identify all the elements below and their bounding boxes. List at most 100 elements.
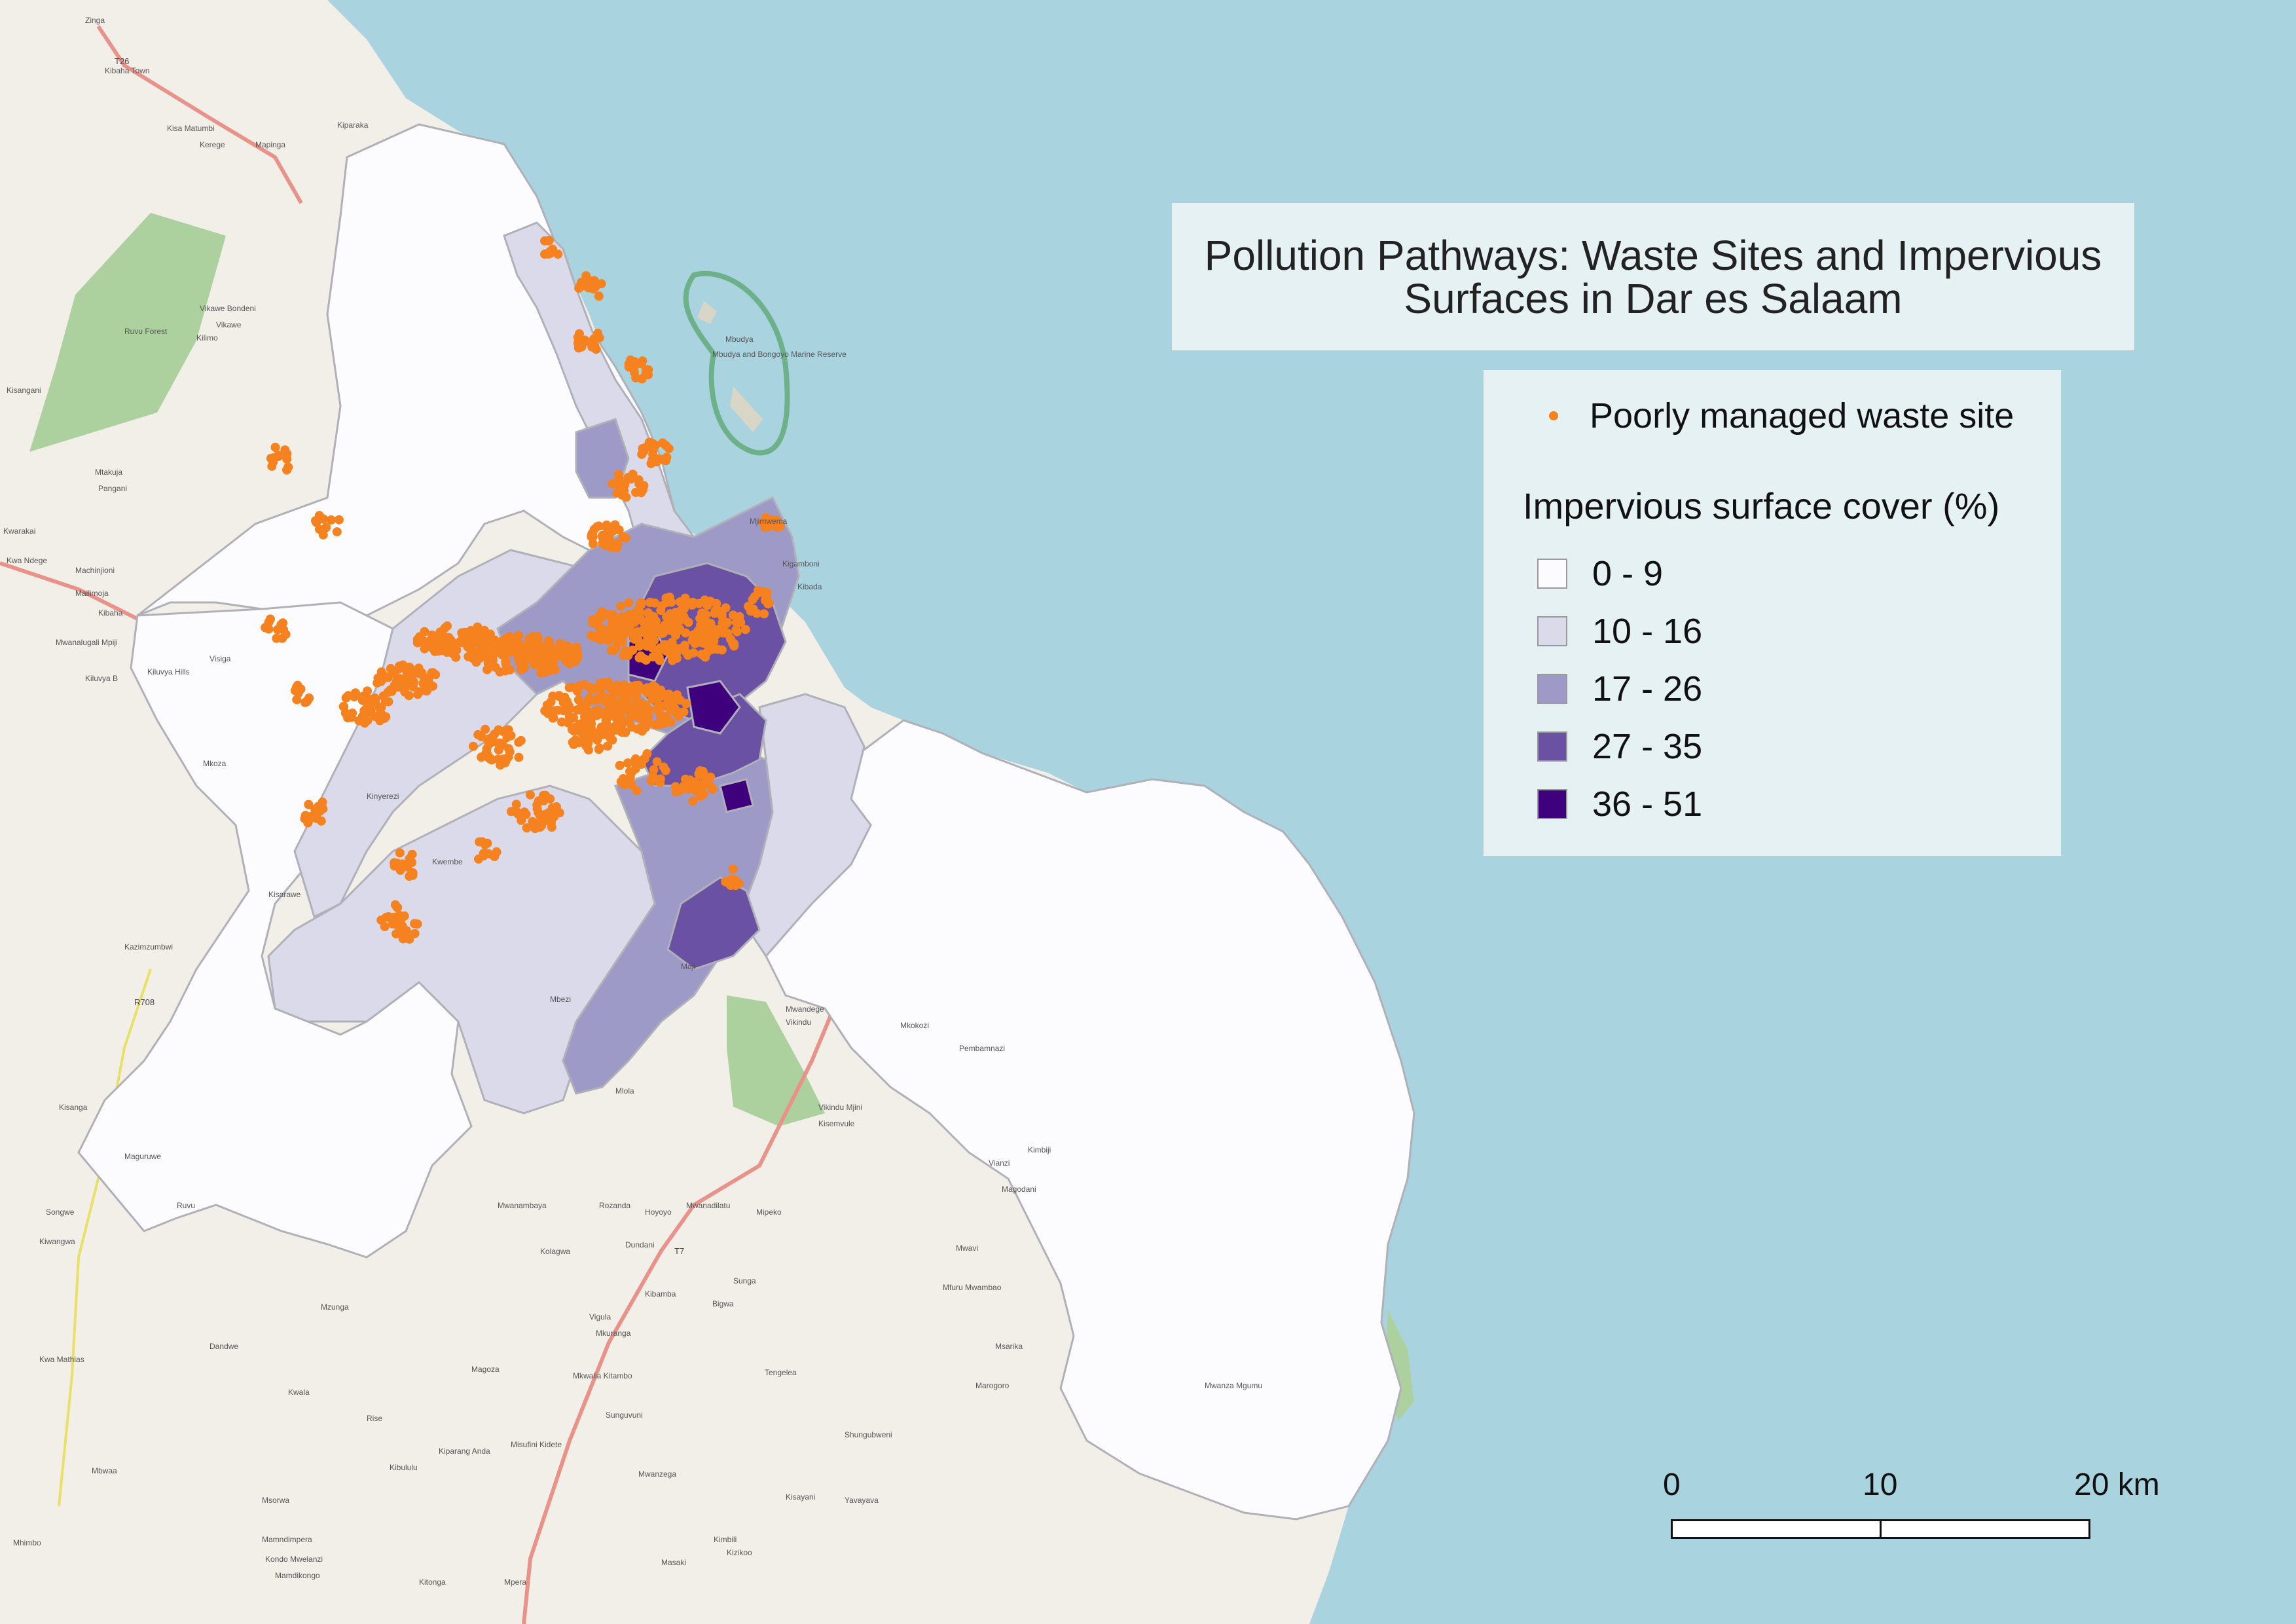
waste-site-point — [541, 667, 550, 677]
waste-site-point — [587, 342, 597, 352]
place-label: Kizikoo — [727, 1548, 752, 1557]
place-label: Vikindu — [786, 1018, 811, 1027]
waste-site-point — [662, 646, 672, 656]
waste-site-point — [321, 523, 331, 532]
waste-site-point — [506, 731, 516, 741]
place-label: Kazimzumbwi — [124, 942, 173, 951]
waste-site-point — [617, 637, 627, 647]
place-label: Kisemvule — [818, 1119, 855, 1128]
place-label: Msarika — [995, 1342, 1023, 1351]
waste-site-point — [410, 919, 419, 929]
place-label: Machinjioni — [75, 566, 115, 575]
place-label: Mbwaa — [92, 1466, 117, 1475]
basemap-minor-roads — [58, 969, 152, 1507]
waste-site-point — [492, 847, 501, 857]
place-label: Zinga — [85, 16, 105, 25]
waste-site-point — [392, 929, 401, 939]
waste-site-point — [612, 680, 622, 690]
waste-site-point — [569, 739, 579, 749]
waste-site-point — [535, 822, 545, 832]
waste-site-point — [608, 526, 617, 536]
place-label: Mwanza Mgumu — [1205, 1381, 1262, 1390]
scale-bar: 0 10 20 km — [1663, 1467, 2174, 1552]
waste-site-point — [604, 704, 613, 714]
waste-site-point — [405, 934, 414, 944]
waste-site-point — [621, 533, 630, 543]
place-label: Vianzi — [989, 1158, 1010, 1168]
place-label: Rise — [367, 1414, 382, 1423]
place-label: Mzunga — [321, 1302, 349, 1312]
waste-site-point — [728, 610, 738, 620]
waste-site-point — [543, 636, 553, 646]
place-label: Kiwangwa — [39, 1237, 75, 1246]
waste-site-point — [655, 777, 665, 787]
waste-site-point — [264, 624, 274, 634]
legend-choropleth-heading: Impervious surface cover (%) — [1523, 485, 2000, 526]
waste-site-point — [492, 639, 501, 649]
waste-site-point — [641, 708, 651, 718]
waste-site-point — [611, 643, 621, 653]
waste-site-point — [661, 593, 671, 603]
place-label: Kondo Mwelanzi — [265, 1555, 323, 1564]
waste-site-point — [460, 627, 469, 637]
waste-site-point — [706, 782, 716, 792]
waste-site-point — [651, 682, 661, 692]
ruvu-forest-park — [29, 213, 226, 452]
waste-site-point — [667, 637, 677, 647]
waste-site-point — [567, 682, 577, 692]
waste-site-point — [623, 617, 633, 627]
waste-site-point — [640, 370, 650, 380]
waste-site-point — [633, 635, 643, 644]
district-polygon — [686, 680, 741, 735]
waste-site-point — [693, 637, 703, 647]
waste-site-point — [655, 710, 665, 720]
place-label: Kiluvya Hills — [147, 667, 190, 676]
waste-site-point — [709, 637, 719, 646]
waste-site-point — [609, 690, 619, 700]
place-label: Mwanambaya — [498, 1201, 547, 1210]
waste-site-point — [638, 485, 647, 494]
waste-site-point — [630, 608, 640, 618]
waste-site-point — [563, 656, 573, 666]
waste-site-point — [443, 621, 452, 631]
waste-site-point — [601, 716, 611, 726]
place-label: Shungubweni — [845, 1430, 892, 1439]
waste-site-point — [634, 653, 644, 663]
legend-class-label: 17 - 26 — [1592, 669, 1703, 709]
waste-site-point — [407, 665, 416, 675]
waste-site-point — [532, 800, 542, 810]
waste-site-point — [272, 633, 282, 643]
place-label: Mamdikongo — [275, 1571, 320, 1580]
waste-site-point — [606, 728, 616, 737]
place-label: Mwavi — [956, 1244, 978, 1253]
waste-site-point — [691, 786, 701, 796]
place-label: Kwa Ndege — [7, 556, 47, 565]
waste-site-point — [740, 625, 750, 635]
waste-site-point — [395, 848, 405, 858]
place-label: Vikindu Mjini — [818, 1103, 862, 1112]
place-label: Kimbili — [714, 1535, 737, 1544]
waste-site-point — [541, 249, 551, 259]
scale-segment — [1671, 1519, 1882, 1539]
waste-site-point — [775, 521, 785, 531]
waste-site-point — [408, 870, 418, 880]
waste-site-point — [304, 800, 314, 809]
place-label: Kinyerezi — [367, 792, 399, 801]
waste-site-point — [663, 714, 672, 724]
waste-site-point — [392, 674, 402, 683]
waste-site-point — [519, 653, 528, 663]
waste-site-point — [584, 283, 594, 293]
place-label: Pangani — [98, 484, 127, 493]
waste-site-point — [422, 640, 432, 650]
district-polygon — [765, 719, 1415, 1521]
waste-site-point — [489, 737, 499, 747]
waste-site-point — [482, 748, 492, 758]
place-label: Ruvu Forest — [124, 327, 168, 336]
scale-tick-label: 20 km — [2074, 1467, 2160, 1502]
waste-site-point — [594, 521, 604, 531]
waste-site-point — [658, 438, 668, 448]
waste-site-point — [670, 703, 680, 713]
waste-site-point — [334, 515, 344, 525]
waste-site-point — [511, 800, 521, 809]
waste-site-point — [588, 532, 598, 542]
